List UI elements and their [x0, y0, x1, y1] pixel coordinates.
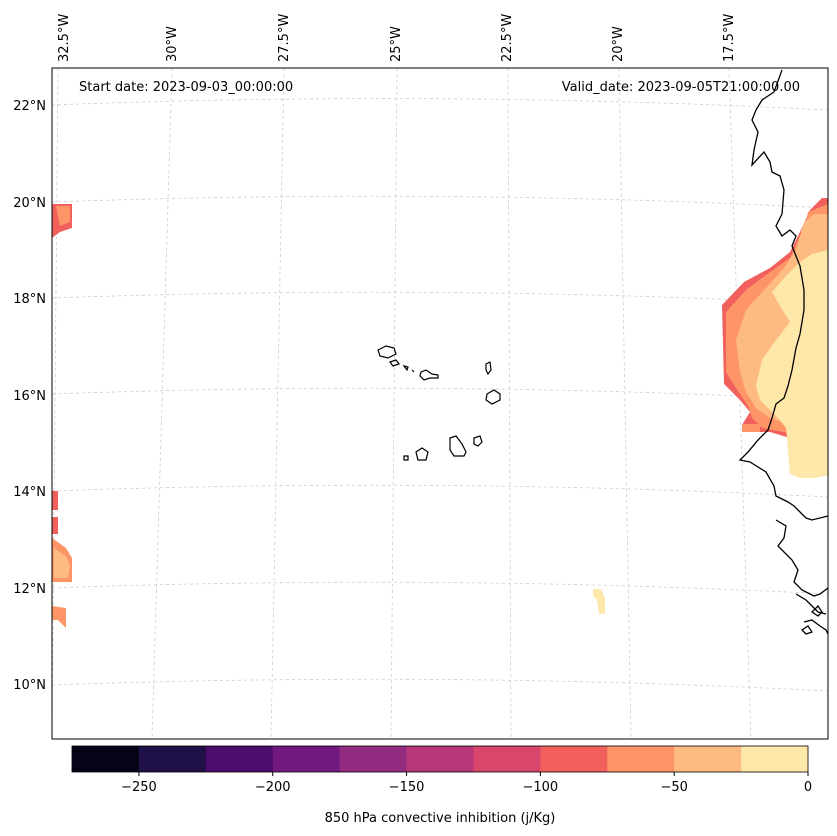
- lat-label-22n: 22°N: [13, 99, 46, 114]
- lon-label-27-5w: 27.5°W: [277, 14, 292, 62]
- latitude-labels: 22°N 20°N 18°N 16°N 14°N 12°N 10°N: [13, 99, 46, 693]
- coastline-africa: [738, 69, 828, 635]
- map-background: [52, 68, 828, 739]
- colorbar: [71, 745, 809, 773]
- colorbar-tick-label: 0: [804, 780, 812, 795]
- colorbar-bin: [339, 746, 408, 772]
- longitude-gridlines: [52, 68, 752, 739]
- lat-label-18n: 18°N: [13, 292, 46, 307]
- colorbar-bin: [72, 746, 140, 772]
- lat-label-14n: 14°N: [13, 485, 46, 500]
- cin-field-small-patch: [593, 589, 605, 614]
- colorbar-bin: [540, 746, 608, 772]
- colorbar-bin: [607, 746, 675, 772]
- valid-date-label: Valid_date: 2023-09-05T21:00:00.00: [562, 80, 800, 95]
- colorbar-tick-label: −100: [523, 780, 559, 795]
- colorbar-tick-label: −50: [660, 780, 687, 795]
- colorbar-bin: [741, 746, 809, 772]
- lon-label-30w: 30°W: [165, 26, 180, 62]
- lat-label-10n: 10°N: [13, 678, 46, 693]
- latitude-gridlines: [52, 98, 828, 692]
- cin-field-east: [722, 198, 828, 478]
- colorbar-bin: [674, 746, 742, 772]
- longitude-labels: 32.5°W 30°W 27.5°W 25°W 22.5°W 20°W 17.5…: [57, 14, 737, 62]
- colorbar-ticks: −250 −200 −150 −100 −50 0: [121, 772, 812, 795]
- colorbar-bin: [205, 746, 274, 772]
- lon-label-22-5w: 22.5°W: [500, 14, 515, 62]
- lon-label-25w: 25°W: [389, 26, 404, 62]
- colorbar-tick-label: −200: [255, 780, 291, 795]
- lon-label-17-5w: 17.5°W: [722, 14, 737, 62]
- colorbar-border: [71, 745, 809, 773]
- colorbar-bin: [272, 746, 341, 772]
- lat-label-20n: 20°N: [13, 196, 46, 211]
- lon-label-20w: 20°W: [611, 26, 626, 62]
- map-content: [52, 68, 828, 739]
- colorbar-tick-label: −150: [389, 780, 425, 795]
- colorbar-label: 850 hPa convective inhibition (j/Kg): [325, 811, 556, 826]
- lon-label-32-5w: 32.5°W: [57, 14, 72, 62]
- colorbar-bin: [138, 746, 207, 772]
- lat-label-12n: 12°N: [13, 582, 46, 597]
- map-frame: [51, 67, 829, 740]
- colorbar-tick-label: −250: [121, 780, 157, 795]
- colorbar-bin: [406, 746, 474, 772]
- cape-verde-islands: [377, 345, 501, 461]
- colorbar-bin: [473, 746, 541, 772]
- lat-label-16n: 16°N: [13, 389, 46, 404]
- cin-field-west-north: [52, 204, 72, 238]
- cin-field-west-south: [52, 491, 72, 628]
- start-date-label: Start date: 2023-09-03_00:00:00: [79, 80, 293, 95]
